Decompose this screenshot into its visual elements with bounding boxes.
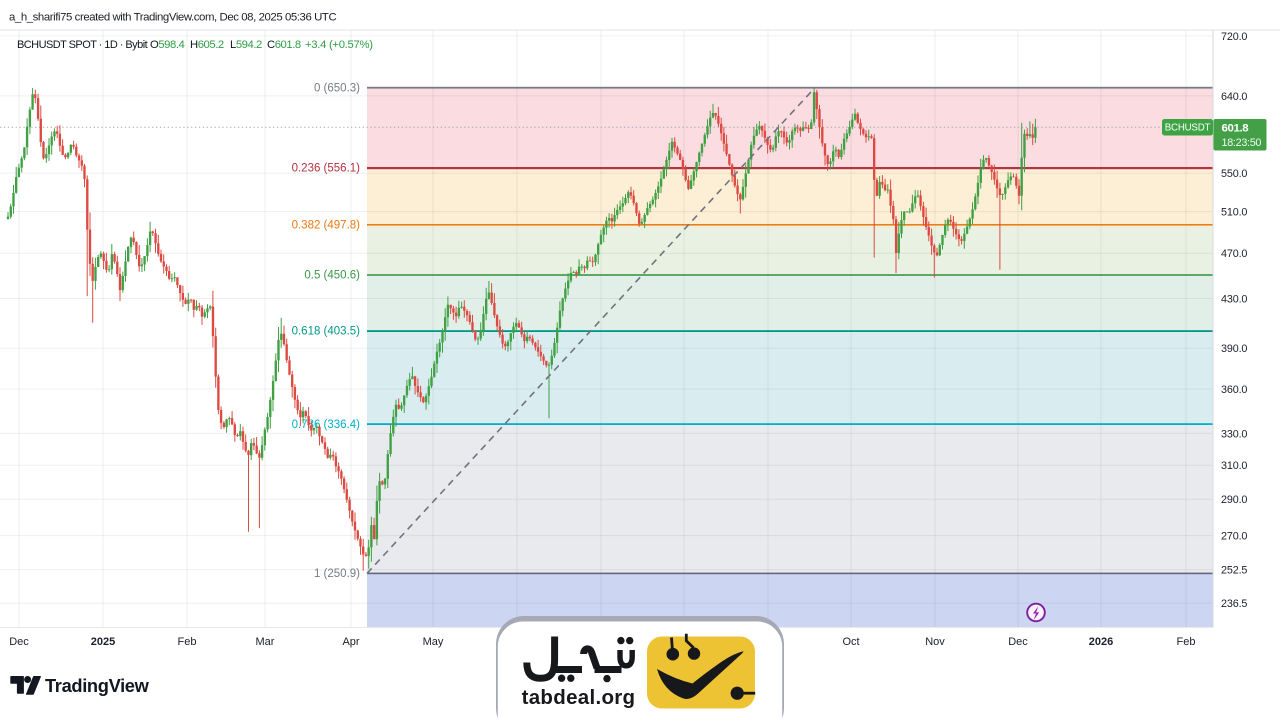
svg-text:252.5: 252.5 xyxy=(1221,565,1247,577)
svg-text:470.0: 470.0 xyxy=(1221,248,1247,260)
svg-text:+3.4 (+0.57%): +3.4 (+0.57%) xyxy=(305,39,373,51)
svg-text:0 (650.3): 0 (650.3) xyxy=(314,83,360,95)
svg-text:0.382 (497.8): 0.382 (497.8) xyxy=(292,220,361,232)
svg-text:720.0: 720.0 xyxy=(1221,31,1247,43)
svg-text:550.0: 550.0 xyxy=(1221,168,1247,180)
svg-text:0.786 (336.4): 0.786 (336.4) xyxy=(292,419,361,431)
svg-text:330.0: 330.0 xyxy=(1221,428,1247,440)
svg-text:Nov: Nov xyxy=(925,636,945,648)
svg-text:270.0: 270.0 xyxy=(1221,531,1247,543)
svg-text:O598.4: O598.4 xyxy=(150,39,185,51)
svg-text:2026: 2026 xyxy=(1089,636,1113,648)
svg-text:18:23:50: 18:23:50 xyxy=(1222,137,1262,149)
svg-text:C601.8: C601.8 xyxy=(267,39,301,51)
svg-text:Dec: Dec xyxy=(9,636,29,648)
svg-text:601.8: 601.8 xyxy=(1222,123,1249,135)
svg-text:0.236 (556.1): 0.236 (556.1) xyxy=(292,163,361,175)
svg-text:0.618 (403.5): 0.618 (403.5) xyxy=(292,326,361,338)
svg-text:Oct: Oct xyxy=(842,636,859,648)
svg-text:640.0: 640.0 xyxy=(1221,91,1247,103)
svg-text:tabdeal.org: tabdeal.org xyxy=(522,686,636,709)
svg-text:a_h_sharifi75 created with Tra: a_h_sharifi75 created with TradingView.c… xyxy=(9,12,336,24)
svg-text:BCHUSDT SPOT · 1D · Bybit: BCHUSDT SPOT · 1D · Bybit xyxy=(17,39,148,51)
svg-text:Feb: Feb xyxy=(178,636,197,648)
svg-text:H605.2: H605.2 xyxy=(190,39,224,51)
svg-text:TradingView: TradingView xyxy=(45,675,150,696)
svg-text:390.0: 390.0 xyxy=(1221,343,1247,355)
svg-text:236.5: 236.5 xyxy=(1221,598,1247,610)
svg-text:2025: 2025 xyxy=(91,636,115,648)
svg-text:310.0: 310.0 xyxy=(1221,460,1247,472)
svg-text:Dec: Dec xyxy=(1008,636,1028,648)
svg-text:Feb: Feb xyxy=(1177,636,1196,648)
svg-text:510.0: 510.0 xyxy=(1221,207,1247,219)
svg-text:BCHUSDT: BCHUSDT xyxy=(1165,123,1211,134)
svg-text:Mar: Mar xyxy=(256,636,275,648)
svg-text:290.0: 290.0 xyxy=(1221,494,1247,506)
svg-text:430.0: 430.0 xyxy=(1221,294,1247,306)
svg-text:May: May xyxy=(423,636,444,648)
svg-text:L594.2: L594.2 xyxy=(230,39,262,51)
svg-text:360.0: 360.0 xyxy=(1221,384,1247,396)
svg-text:1 (250.9): 1 (250.9) xyxy=(314,568,360,580)
svg-text:0.5 (450.6): 0.5 (450.6) xyxy=(304,270,360,282)
svg-text:Apr: Apr xyxy=(342,636,359,648)
